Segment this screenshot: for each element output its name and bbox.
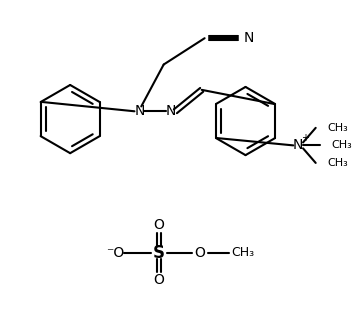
Text: CH₃: CH₃	[331, 140, 352, 150]
Text: CH₃: CH₃	[327, 123, 348, 133]
Text: O: O	[153, 273, 164, 287]
Text: CH₃: CH₃	[327, 158, 348, 168]
Text: N: N	[293, 138, 303, 152]
Text: N: N	[243, 31, 254, 45]
Text: O: O	[153, 218, 164, 232]
Text: N: N	[165, 104, 176, 118]
Text: +: +	[301, 132, 309, 143]
Text: S: S	[153, 244, 165, 261]
Text: N: N	[134, 104, 144, 118]
Text: O: O	[194, 245, 205, 260]
Text: CH₃: CH₃	[231, 246, 254, 259]
Text: ⁻O: ⁻O	[106, 245, 124, 260]
